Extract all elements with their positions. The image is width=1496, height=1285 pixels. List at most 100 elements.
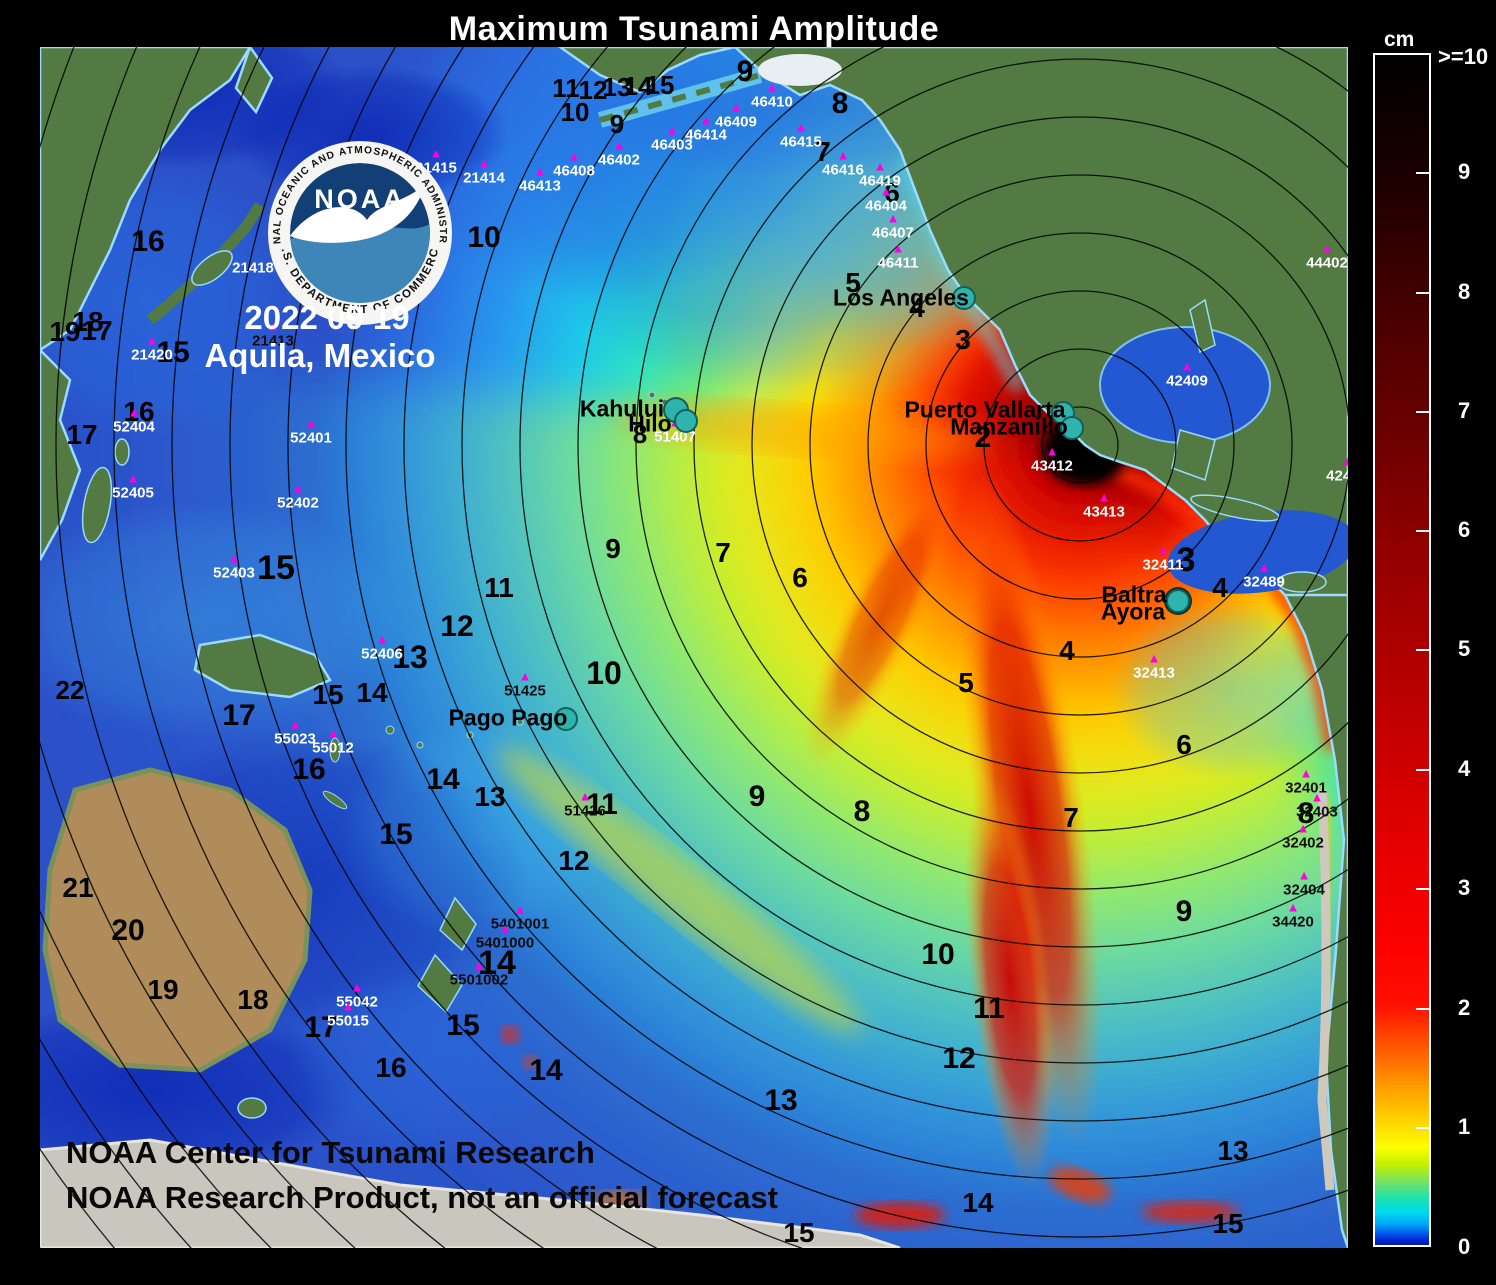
contour-hour-label: 14 xyxy=(356,677,388,708)
contour-hour-label: 10 xyxy=(921,938,955,971)
station-triangle-icon: ▲ xyxy=(1340,453,1348,469)
contour-hour-label: 18 xyxy=(72,306,104,337)
station-triangle-icon: ▲ xyxy=(1147,650,1161,666)
station-triangle-icon: ▲ xyxy=(1257,559,1271,575)
station-label-46413: 46413 xyxy=(519,177,561,195)
map-canvas: 11 12 13 14 15 10 9 9 8 7 6 10 5 4 3 2 16 19 18 17 15 16 17 8 15… xyxy=(40,47,1348,1248)
station-triangle-icon: ▲ xyxy=(341,998,355,1014)
contour-hour-label: 12 xyxy=(440,610,474,643)
contour-ring-hour-7 xyxy=(693,58,1348,832)
station-triangle-icon: ▲ xyxy=(794,119,808,135)
city-label-manzanillo: Manzanillo xyxy=(950,413,1068,440)
yucatan xyxy=(1171,429,1216,481)
station-label-55042: 55042 xyxy=(336,993,378,1011)
station-triangle-icon: ▲ xyxy=(291,480,305,496)
city-label-los-angeles: Los Angeles xyxy=(833,284,969,311)
station-triangle-icon: ▲ xyxy=(1156,542,1170,558)
contour-hour-label: 13 xyxy=(392,639,428,675)
station-label-32404: 32404 xyxy=(1283,881,1325,899)
station-label-55023: 55023 xyxy=(274,730,316,748)
credit-line-1: NOAA Center for Tsunami Research xyxy=(66,1135,595,1170)
station-label-55012: 55012 xyxy=(312,739,354,757)
contour-hour-label: 12 xyxy=(578,75,608,105)
colorbar-tick-label: 7 xyxy=(1458,398,1471,423)
station-label-46408: 46408 xyxy=(553,162,595,180)
contour-ring-hour-2 xyxy=(983,348,1177,542)
contour-hour-label: 16 xyxy=(131,225,165,258)
colorbar-tick-line xyxy=(1416,1127,1430,1129)
contour-hour-label: 9 xyxy=(736,55,754,88)
contour-hour-label: 12 xyxy=(942,1042,976,1075)
station-label-43413: 43413 xyxy=(1083,503,1125,521)
florida xyxy=(1189,298,1216,354)
station-label-21414: 21414 xyxy=(463,169,505,187)
city-label-puerto-vallarta: Puerto Vallarta xyxy=(904,396,1066,423)
contour-hour-label: 9 xyxy=(605,533,621,564)
colorbar-tick-label: 5 xyxy=(1458,636,1471,661)
contour-ring-hour-6 xyxy=(751,116,1348,774)
colorbar-unit: cm xyxy=(1384,28,1415,51)
station-triangle-icon: ▲ xyxy=(612,137,626,153)
contour-hour-label: 10 xyxy=(560,97,590,127)
station-label-52401: 52401 xyxy=(290,429,332,447)
contour-hour-label: 4 xyxy=(1212,572,1228,603)
contour-hour-label: 6 xyxy=(792,562,808,593)
contour-hour-label: 8 xyxy=(831,87,849,120)
contour-hour-label: 5 xyxy=(845,267,861,298)
station-label-32402: 32402 xyxy=(1282,834,1324,852)
city-marker xyxy=(1060,416,1084,440)
station-triangle-icon: ▲ xyxy=(127,404,141,420)
city-marker xyxy=(554,707,578,731)
station-label-55015: 55015 xyxy=(327,1012,369,1030)
station-triangle-icon: ▲ xyxy=(518,668,532,684)
colorbar-tick-line xyxy=(1416,172,1430,174)
station-label-34420: 34420 xyxy=(1272,913,1314,931)
contour-hour-label: 3 xyxy=(955,324,971,355)
logo-acronym: NOAA xyxy=(314,184,406,214)
contour-hour-label: 2 xyxy=(974,421,992,454)
contour-hour-label: 15 xyxy=(783,1217,815,1248)
station-triangle-icon: ▲ xyxy=(288,716,302,732)
station-label-52402: 52402 xyxy=(277,494,319,512)
station-triangle-icon: ▲ xyxy=(429,145,443,161)
credit-line-2: NOAA Research Product, not an official f… xyxy=(66,1180,779,1215)
station-triangle-icon: ▲ xyxy=(126,470,140,486)
station-label-46403: 46403 xyxy=(651,136,693,154)
contour-hour-label: 22 xyxy=(55,675,85,705)
contour-hour-label: 4 xyxy=(1059,635,1075,666)
station-triangle-icon: ▲ xyxy=(665,122,679,138)
travel-time-contours xyxy=(40,47,1348,1248)
station-triangle-icon: ▲ xyxy=(1180,358,1194,374)
contour-hour-label: 13 xyxy=(764,1084,798,1117)
contour-hour-label: 13 xyxy=(1217,1135,1249,1166)
contour-hour-label: 9 xyxy=(748,780,766,813)
station-label-46407: 46407 xyxy=(872,224,914,242)
contour-hour-label: 21 xyxy=(62,872,94,903)
page-title: Maximum Tsunami Amplitude xyxy=(448,10,940,48)
station-triangle-icon: ▲ xyxy=(1297,867,1311,883)
colorbar-tick-line xyxy=(1416,769,1430,771)
contour-hour-label: 20 xyxy=(111,914,145,947)
contour-ring-hour-10 xyxy=(519,47,1348,1006)
station-label-46409: 46409 xyxy=(715,113,757,131)
contour-ring-hour-15 xyxy=(229,47,804,1248)
station-label-32403: 32403 xyxy=(1296,803,1338,821)
contour-hour-label: 17 xyxy=(66,419,98,450)
colorbar-tick-label: 8 xyxy=(1458,279,1471,304)
contour-hour-label: 16 xyxy=(292,753,326,786)
kamchatka xyxy=(234,47,274,115)
station-label-5401001: 5401001 xyxy=(490,915,550,933)
station-label-32489: 32489 xyxy=(1243,573,1285,591)
station-triangle-icon: ▲ xyxy=(578,788,592,804)
event-place: Aquila, Mexico xyxy=(204,337,436,374)
station-triangle-icon: ▲ xyxy=(891,240,905,256)
land-east-asia-south xyxy=(40,348,82,561)
station-triangle-icon: ▲ xyxy=(1320,240,1334,256)
australia xyxy=(42,767,313,1073)
station-triangle-icon: ▲ xyxy=(477,155,491,171)
contour-hour-label: 14 xyxy=(962,1187,994,1218)
station-triangle-icon: ▲ xyxy=(879,183,893,199)
station-triangle-icon: ▲ xyxy=(886,210,900,226)
land-asia xyxy=(40,47,252,352)
station-triangle-icon: ▲ xyxy=(1296,820,1310,836)
